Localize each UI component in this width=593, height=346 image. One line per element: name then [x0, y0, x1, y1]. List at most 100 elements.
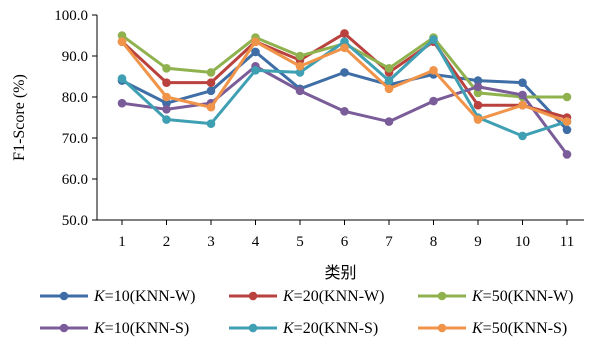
data-point — [384, 84, 394, 94]
data-point — [206, 68, 216, 77]
legend: K=10(KNN-W) K=20(KNN-W) K=50(KNN-W)K=10(KN… — [40, 288, 573, 337]
data-point — [206, 102, 216, 112]
x-tick-label: 4 — [252, 234, 260, 250]
data-point — [562, 92, 572, 102]
data-point — [518, 78, 527, 87]
legend-label-italic: K — [282, 320, 295, 337]
data-point — [295, 61, 305, 71]
x-tick-label: 10 — [515, 234, 530, 250]
legend-item: K=20(KNN-S) — [229, 320, 378, 337]
data-point — [162, 105, 171, 114]
data-point — [429, 66, 438, 75]
legend-label: K=50(KNN-W) — [471, 288, 573, 305]
series-layer — [117, 29, 572, 159]
data-point — [340, 43, 349, 53]
legend-label-italic: K — [93, 288, 106, 305]
legend-marker — [437, 323, 447, 333]
axes: 50.0 60.0 70.0 80.0 90.0 100.0 1 2 3 4 5 6 7 8 9 10 11 类别… — [11, 8, 584, 282]
data-point — [384, 76, 394, 85]
legend-marker — [59, 291, 69, 301]
data-point — [117, 31, 127, 40]
legend-label: K=20(KNN-S) — [282, 320, 378, 337]
legend-label-rest: =10(KNN-W) — [105, 288, 196, 305]
data-point — [206, 78, 216, 87]
data-point — [473, 76, 483, 85]
legend-marker — [248, 291, 258, 301]
data-point — [384, 64, 394, 73]
data-point — [117, 74, 127, 83]
data-point — [562, 150, 572, 159]
y-axis-title: F1-Score (%) — [11, 74, 28, 161]
legend-label-italic: K — [282, 288, 295, 305]
data-point — [206, 119, 216, 128]
legend-item: K=20(KNN-W) — [229, 288, 384, 305]
data-point — [518, 131, 527, 141]
series-line — [120, 38, 568, 138]
x-tick-label: 11 — [560, 234, 574, 250]
legend-item: K=10(KNN-W) — [40, 288, 195, 305]
series-6 — [117, 37, 572, 126]
data-point — [117, 98, 127, 108]
data-point — [473, 82, 483, 92]
legend-label-italic: K — [93, 320, 106, 337]
y-tick-label: 100.0 — [54, 8, 88, 24]
legend-label: K=20(KNN-W) — [282, 288, 384, 305]
data-point — [295, 51, 305, 61]
data-point — [340, 107, 349, 116]
data-point — [162, 78, 171, 87]
data-point — [562, 117, 572, 126]
legend-marker — [59, 323, 69, 333]
legend-label: K=10(KNN-S) — [93, 320, 189, 337]
x-tick-label: 8 — [430, 234, 438, 250]
legend-item: K=50(KNN-W) — [418, 288, 573, 305]
data-point — [562, 125, 572, 135]
data-point — [518, 90, 527, 100]
y-tick-label: 90.0 — [62, 49, 88, 65]
data-point — [251, 37, 260, 46]
y-tick-label: 50.0 — [62, 213, 88, 229]
x-axis-title: 类别 — [324, 264, 356, 282]
data-point — [251, 66, 260, 75]
data-point — [206, 86, 216, 96]
legend-item: K=10(KNN-S) — [40, 320, 189, 337]
data-point — [384, 117, 394, 126]
legend-label-rest: =50(KNN-S) — [483, 320, 568, 337]
data-point — [251, 47, 260, 57]
legend-label-rest: =20(KNN-W) — [294, 288, 385, 305]
data-point — [429, 96, 438, 106]
data-point — [162, 115, 171, 124]
legend-label: K=50(KNN-S) — [471, 320, 567, 337]
data-point — [340, 68, 349, 77]
legend-label-italic: K — [471, 288, 484, 305]
data-point — [340, 29, 349, 38]
series-5 — [117, 35, 572, 141]
data-point — [162, 64, 171, 73]
data-point — [295, 68, 305, 77]
legend-item: K=50(KNN-S) — [418, 320, 567, 337]
legend-marker — [437, 291, 447, 301]
legend-label: K=10(KNN-W) — [93, 288, 195, 305]
x-tick-label: 1 — [118, 234, 126, 250]
y-tick-label: 70.0 — [62, 131, 88, 147]
y-tick-label: 80.0 — [62, 90, 88, 106]
legend-label-rest: =20(KNN-S) — [294, 320, 379, 337]
data-point — [162, 92, 171, 102]
data-point — [473, 100, 483, 110]
data-point — [429, 35, 438, 44]
data-point — [162, 98, 171, 108]
legend-label-italic: K — [471, 320, 484, 337]
x-tick-label: 9 — [474, 234, 482, 250]
x-tick-label: 7 — [385, 234, 393, 250]
data-point — [473, 115, 483, 124]
x-tick-label: 3 — [207, 234, 215, 250]
data-point — [473, 88, 483, 98]
data-point — [295, 86, 305, 96]
x-tick-label: 2 — [163, 234, 171, 250]
legend-label-rest: =10(KNN-S) — [105, 320, 190, 337]
y-tick-label: 60.0 — [62, 172, 88, 188]
data-point — [518, 100, 527, 110]
data-point — [117, 37, 127, 46]
legend-label-rest: =50(KNN-W) — [483, 288, 574, 305]
